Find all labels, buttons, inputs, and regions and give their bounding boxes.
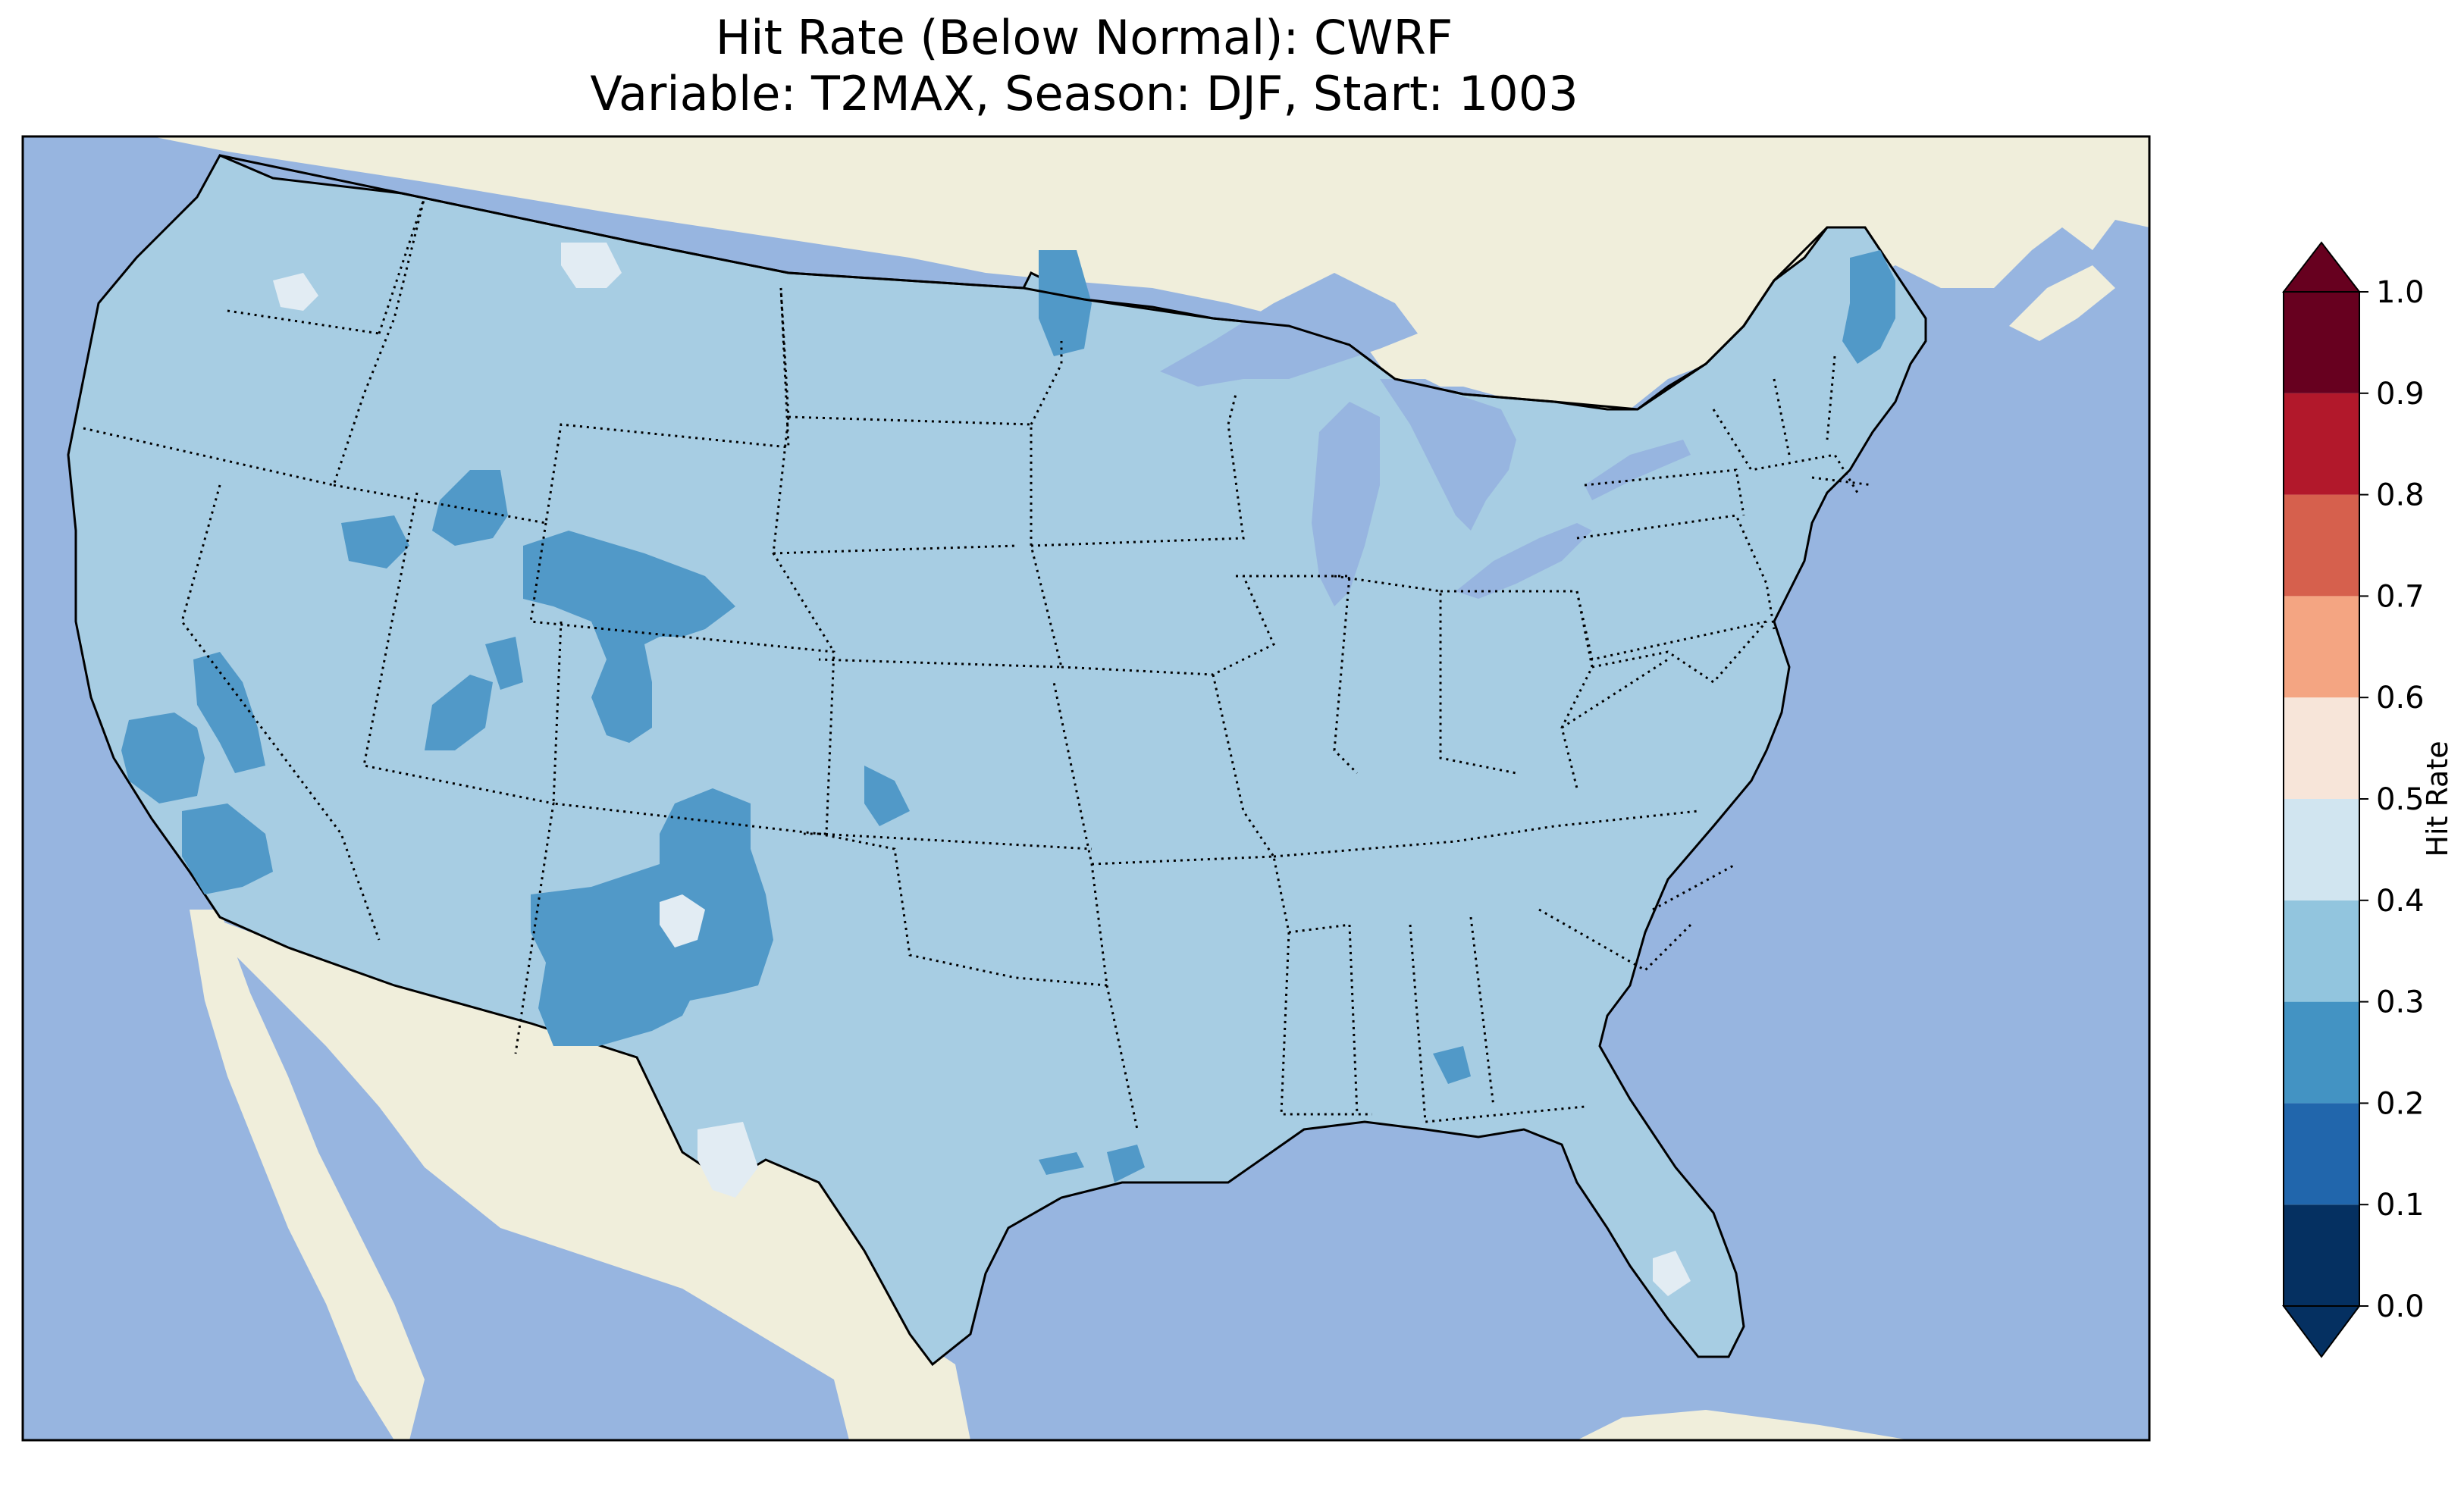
colorbar-bin-9 [2284, 292, 2359, 393]
colorbar-bin-6 [2284, 596, 2359, 698]
map-panel [21, 135, 2151, 1442]
colorbar-tick-label: 0.9 [2376, 377, 2425, 412]
colorbar-tick-label: 0.5 [2376, 782, 2425, 817]
colorbar-bin-0 [2284, 1204, 2359, 1306]
colorbar-bins [2284, 292, 2359, 1306]
colorbar-tick-label: 0.0 [2376, 1289, 2425, 1324]
colorbar-extend-under [2282, 1305, 2361, 1358]
colorbar-extend-over [2281, 241, 2362, 293]
low-hit-rate-patches [121, 250, 1895, 1182]
us-canada-border [219, 154, 1829, 411]
colorbar-tick-label: 0.4 [2376, 884, 2425, 919]
map-frame [21, 135, 2151, 1442]
canada-land [152, 136, 2149, 576]
colorbar-tick-label: 1.0 [2376, 275, 2425, 310]
state-borders [83, 196, 1873, 1130]
colorbar-bin-4 [2284, 799, 2359, 900]
baja-land [190, 910, 425, 1440]
mexico-land [190, 910, 970, 1440]
colorbar-tick-label: 0.2 [2376, 1086, 2425, 1121]
high-hit-rate-patches [273, 243, 1691, 1296]
colorbar-bin-7 [2284, 494, 2359, 597]
cuba-land [1577, 1410, 1911, 1440]
colorbar-tick-label: 0.3 [2376, 985, 2425, 1020]
colorbar-tick-label: 0.6 [2376, 681, 2425, 716]
great-lakes [1160, 273, 1691, 606]
colorbar-bin-1 [2284, 1103, 2359, 1205]
colorbar-label: Hit Rate [2421, 741, 2454, 857]
colorbar-ticks: 0.0 0.1 0.2 0.3 0.4 0.5 0.6 0.7 0.8 0.9 1.0 [2359, 275, 2425, 1324]
colorbar-tick-label: 0.7 [2376, 579, 2425, 614]
colorbar-tick-label: 0.8 [2376, 478, 2425, 513]
colorbar-bin-5 [2284, 697, 2359, 799]
map-title: Hit Rate (Below Normal): CWRF [715, 10, 1453, 65]
colorbar-bin-3 [2284, 900, 2359, 1002]
colorbar-bin-2 [2284, 1001, 2359, 1104]
colorbar-bin-8 [2284, 393, 2359, 495]
colorbar-tick-label: 0.1 [2376, 1188, 2425, 1223]
map-subtitle: Variable: T2MAX, Season: DJF, Start: 100… [590, 66, 1578, 121]
